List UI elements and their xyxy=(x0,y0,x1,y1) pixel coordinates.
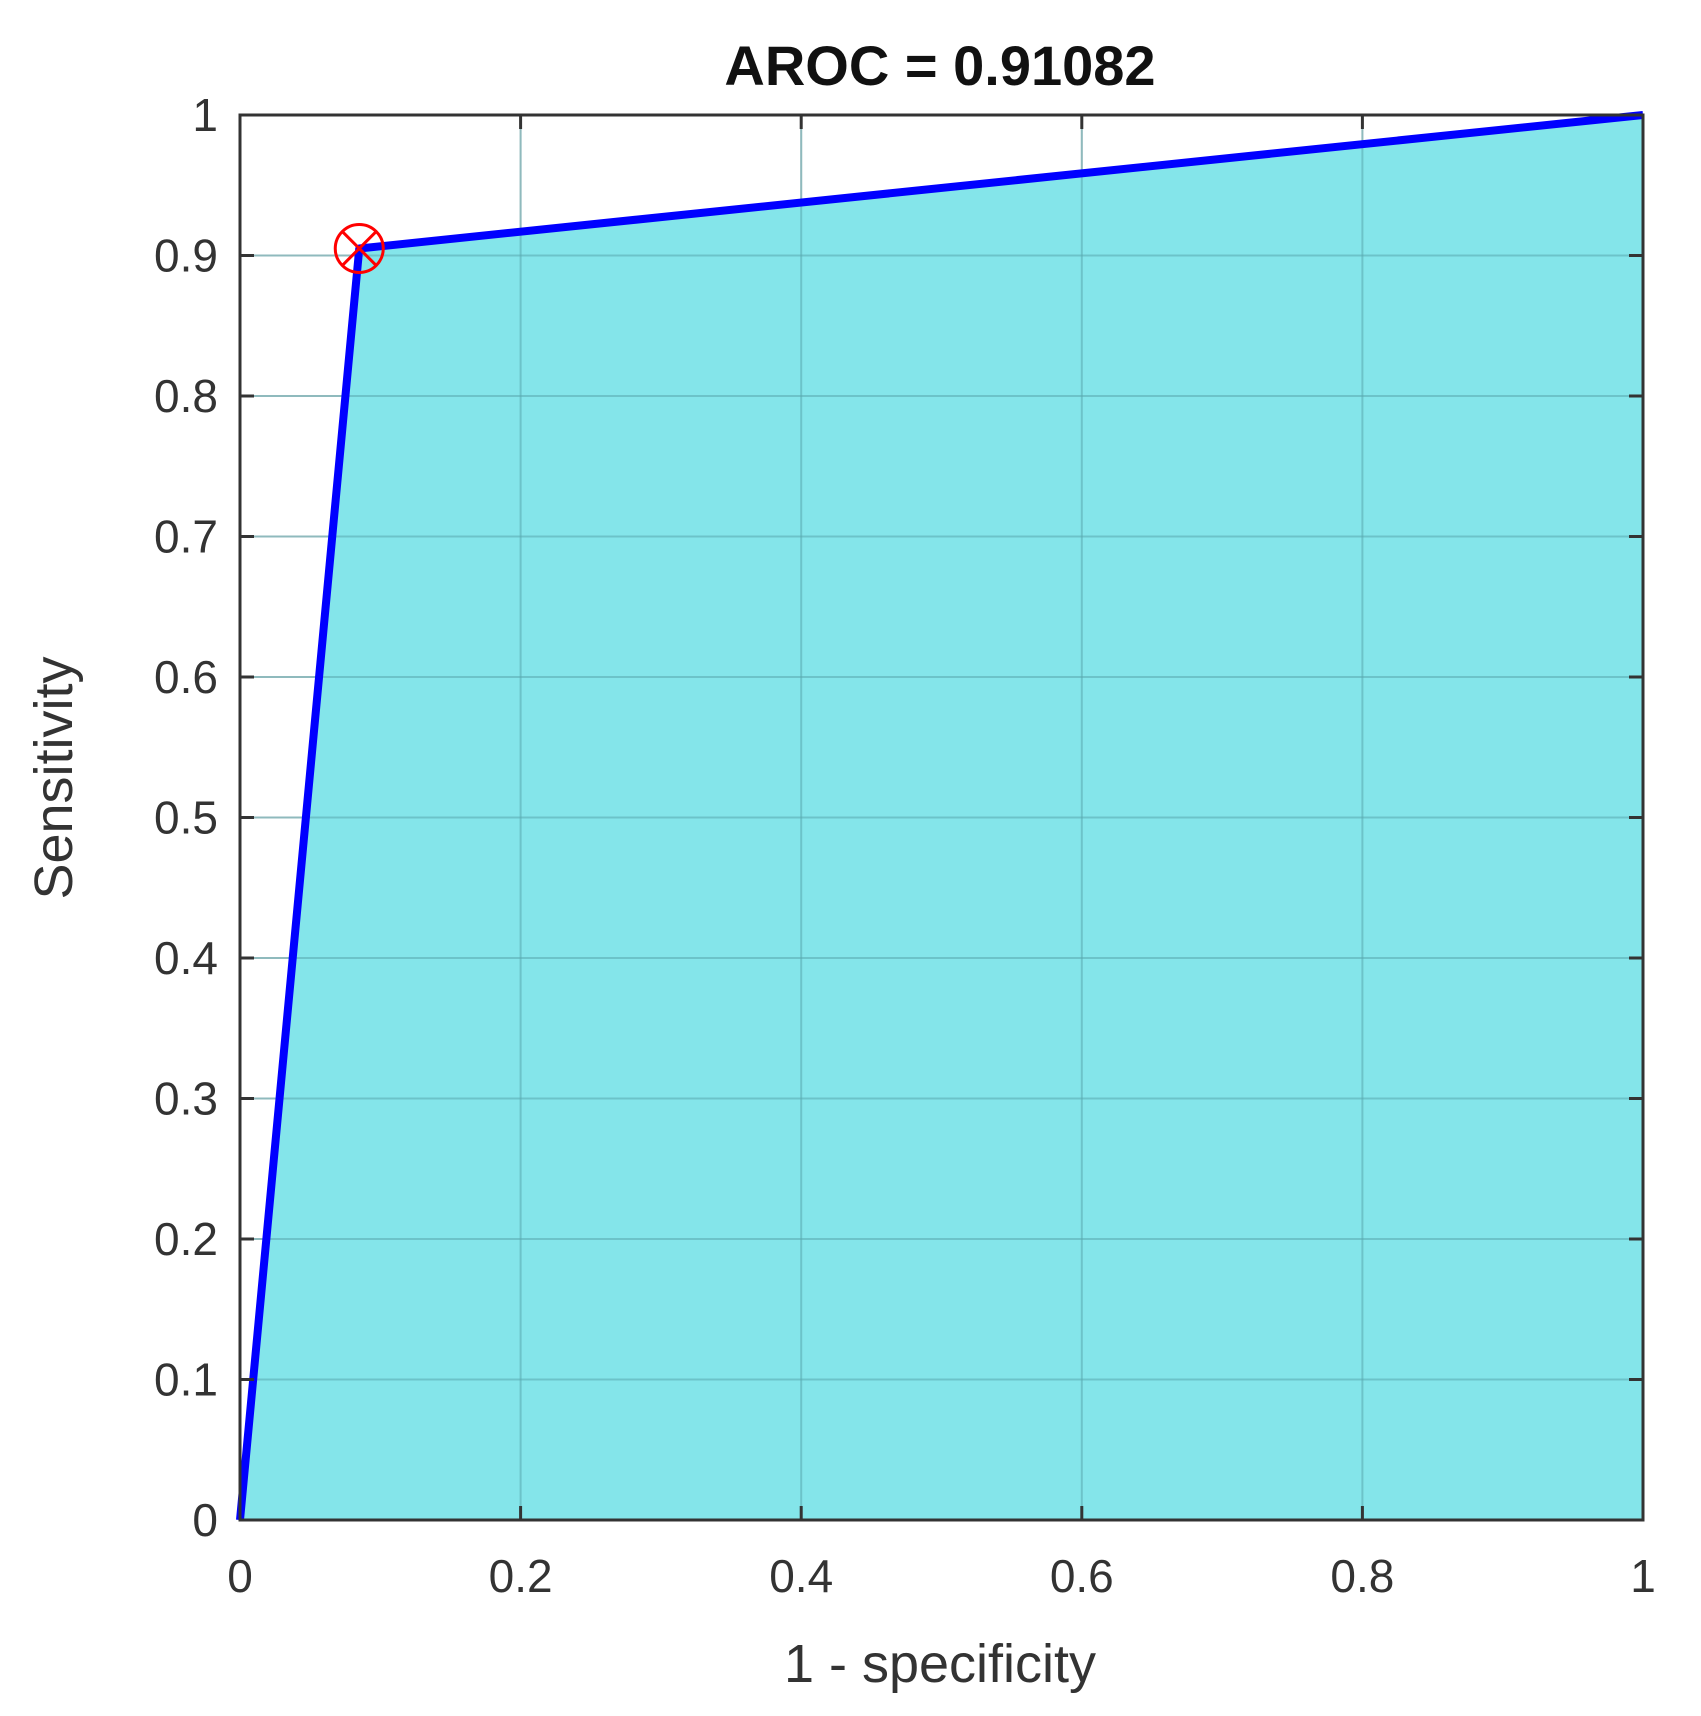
x-tick-label: 1 xyxy=(1630,1550,1656,1602)
x-tick-label: 0.6 xyxy=(1050,1550,1114,1602)
x-tick-label: 0.4 xyxy=(769,1550,833,1602)
y-axis-label: Sensitivity xyxy=(24,656,84,899)
y-tick-label: 0.8 xyxy=(154,370,218,422)
operating-point-circle xyxy=(333,222,385,274)
y-tick-label: 0.9 xyxy=(154,230,218,282)
chart-title: AROC = 0.91082 xyxy=(724,34,1155,97)
y-tick-label: 0.7 xyxy=(154,511,218,563)
y-tick-label: 1 xyxy=(192,89,218,141)
axis-ticks xyxy=(238,113,1645,1522)
y-tick-label: 0.4 xyxy=(154,932,218,984)
grid-overlay xyxy=(240,115,1643,1520)
operating-point-cross xyxy=(340,230,378,267)
y-axis-tick-labels: 0 0.1 0.2 0.3 0.4 0.5 0.6 0.7 0.8 0.9 1 xyxy=(154,89,218,1546)
y-tick-label: 0.3 xyxy=(154,1073,218,1125)
y-tick-label: 0.5 xyxy=(154,792,218,844)
y-tick-label: 0.6 xyxy=(154,651,218,703)
x-tick-label: 0.2 xyxy=(489,1550,553,1602)
x-axis-tick-labels: 0 0.2 0.4 0.6 0.8 1 xyxy=(227,1550,1656,1602)
y-tick-label: 0 xyxy=(192,1494,218,1546)
y-tick-label: 0.1 xyxy=(154,1354,218,1406)
operating-point-marker xyxy=(333,222,385,274)
y-tick-label: 0.2 xyxy=(154,1213,218,1265)
x-tick-label: 0 xyxy=(227,1550,253,1602)
x-tick-label: 0.8 xyxy=(1330,1550,1394,1602)
x-axis-label: 1 - specificity xyxy=(784,1634,1096,1694)
